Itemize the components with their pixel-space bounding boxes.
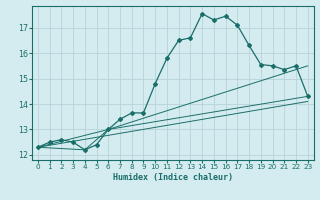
X-axis label: Humidex (Indice chaleur): Humidex (Indice chaleur) [113,173,233,182]
